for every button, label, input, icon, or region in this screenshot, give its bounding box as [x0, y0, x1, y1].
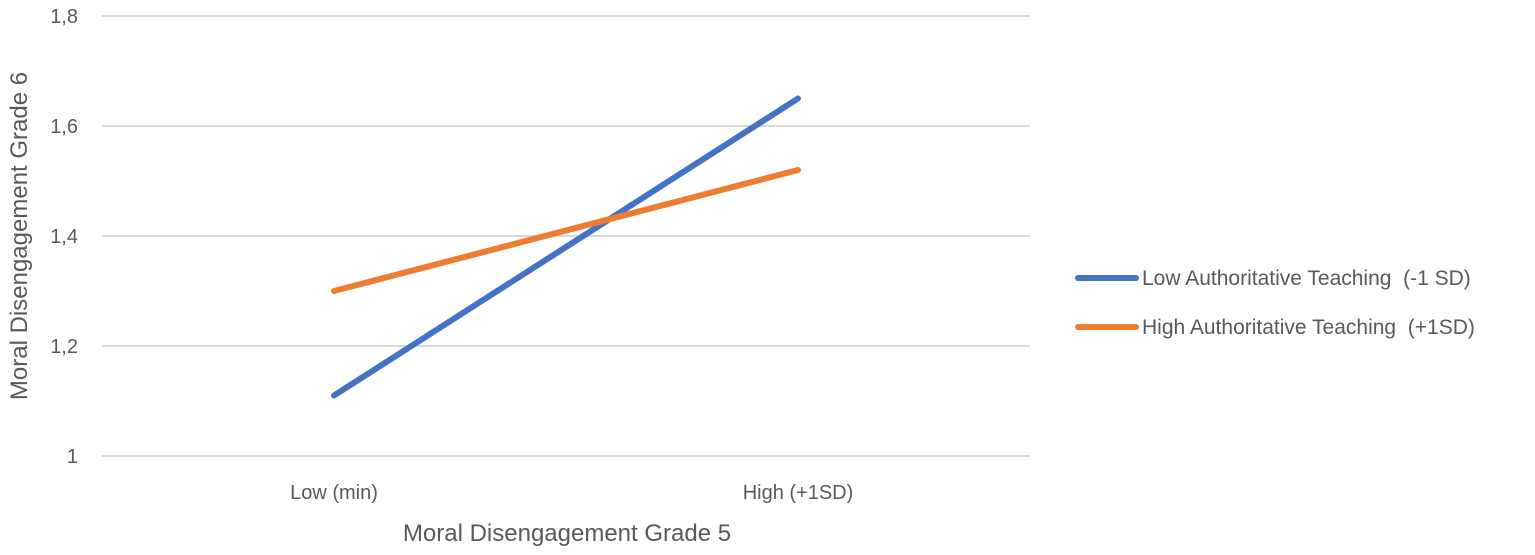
x-tick-label: High (+1SD) [743, 482, 854, 504]
series-line-high-authoritative [331, 167, 801, 294]
y-axis-ticks: 1 1,2 1,4 1,6 1,8 [50, 6, 78, 468]
legend-label: High Authoritative Teaching (+1SD) [1142, 316, 1475, 339]
y-tick-label: 1,4 [50, 226, 78, 248]
y-tick-label: 1,2 [50, 336, 78, 358]
series-line-low-authoritative [331, 95, 801, 399]
y-tick-label: 1,6 [50, 116, 78, 138]
y-tick-label: 1,8 [50, 6, 78, 28]
y-tick-label: 1 [67, 446, 78, 468]
x-tick-label: Low (min) [290, 482, 378, 504]
gridlines [102, 15, 1030, 457]
x-axis-ticks: Low (min) High (+1SD) [290, 482, 853, 504]
legend-label: Low Authoritative Teaching (-1 SD) [1142, 267, 1471, 290]
legend: Low Authoritative Teaching (-1 SD) High A… [1075, 267, 1475, 339]
series-lines [331, 95, 801, 399]
y-axis-title: Moral Disengagement Grade 6 [6, 72, 33, 400]
x-axis-title: Moral Disengagement Grade 5 [403, 520, 731, 547]
